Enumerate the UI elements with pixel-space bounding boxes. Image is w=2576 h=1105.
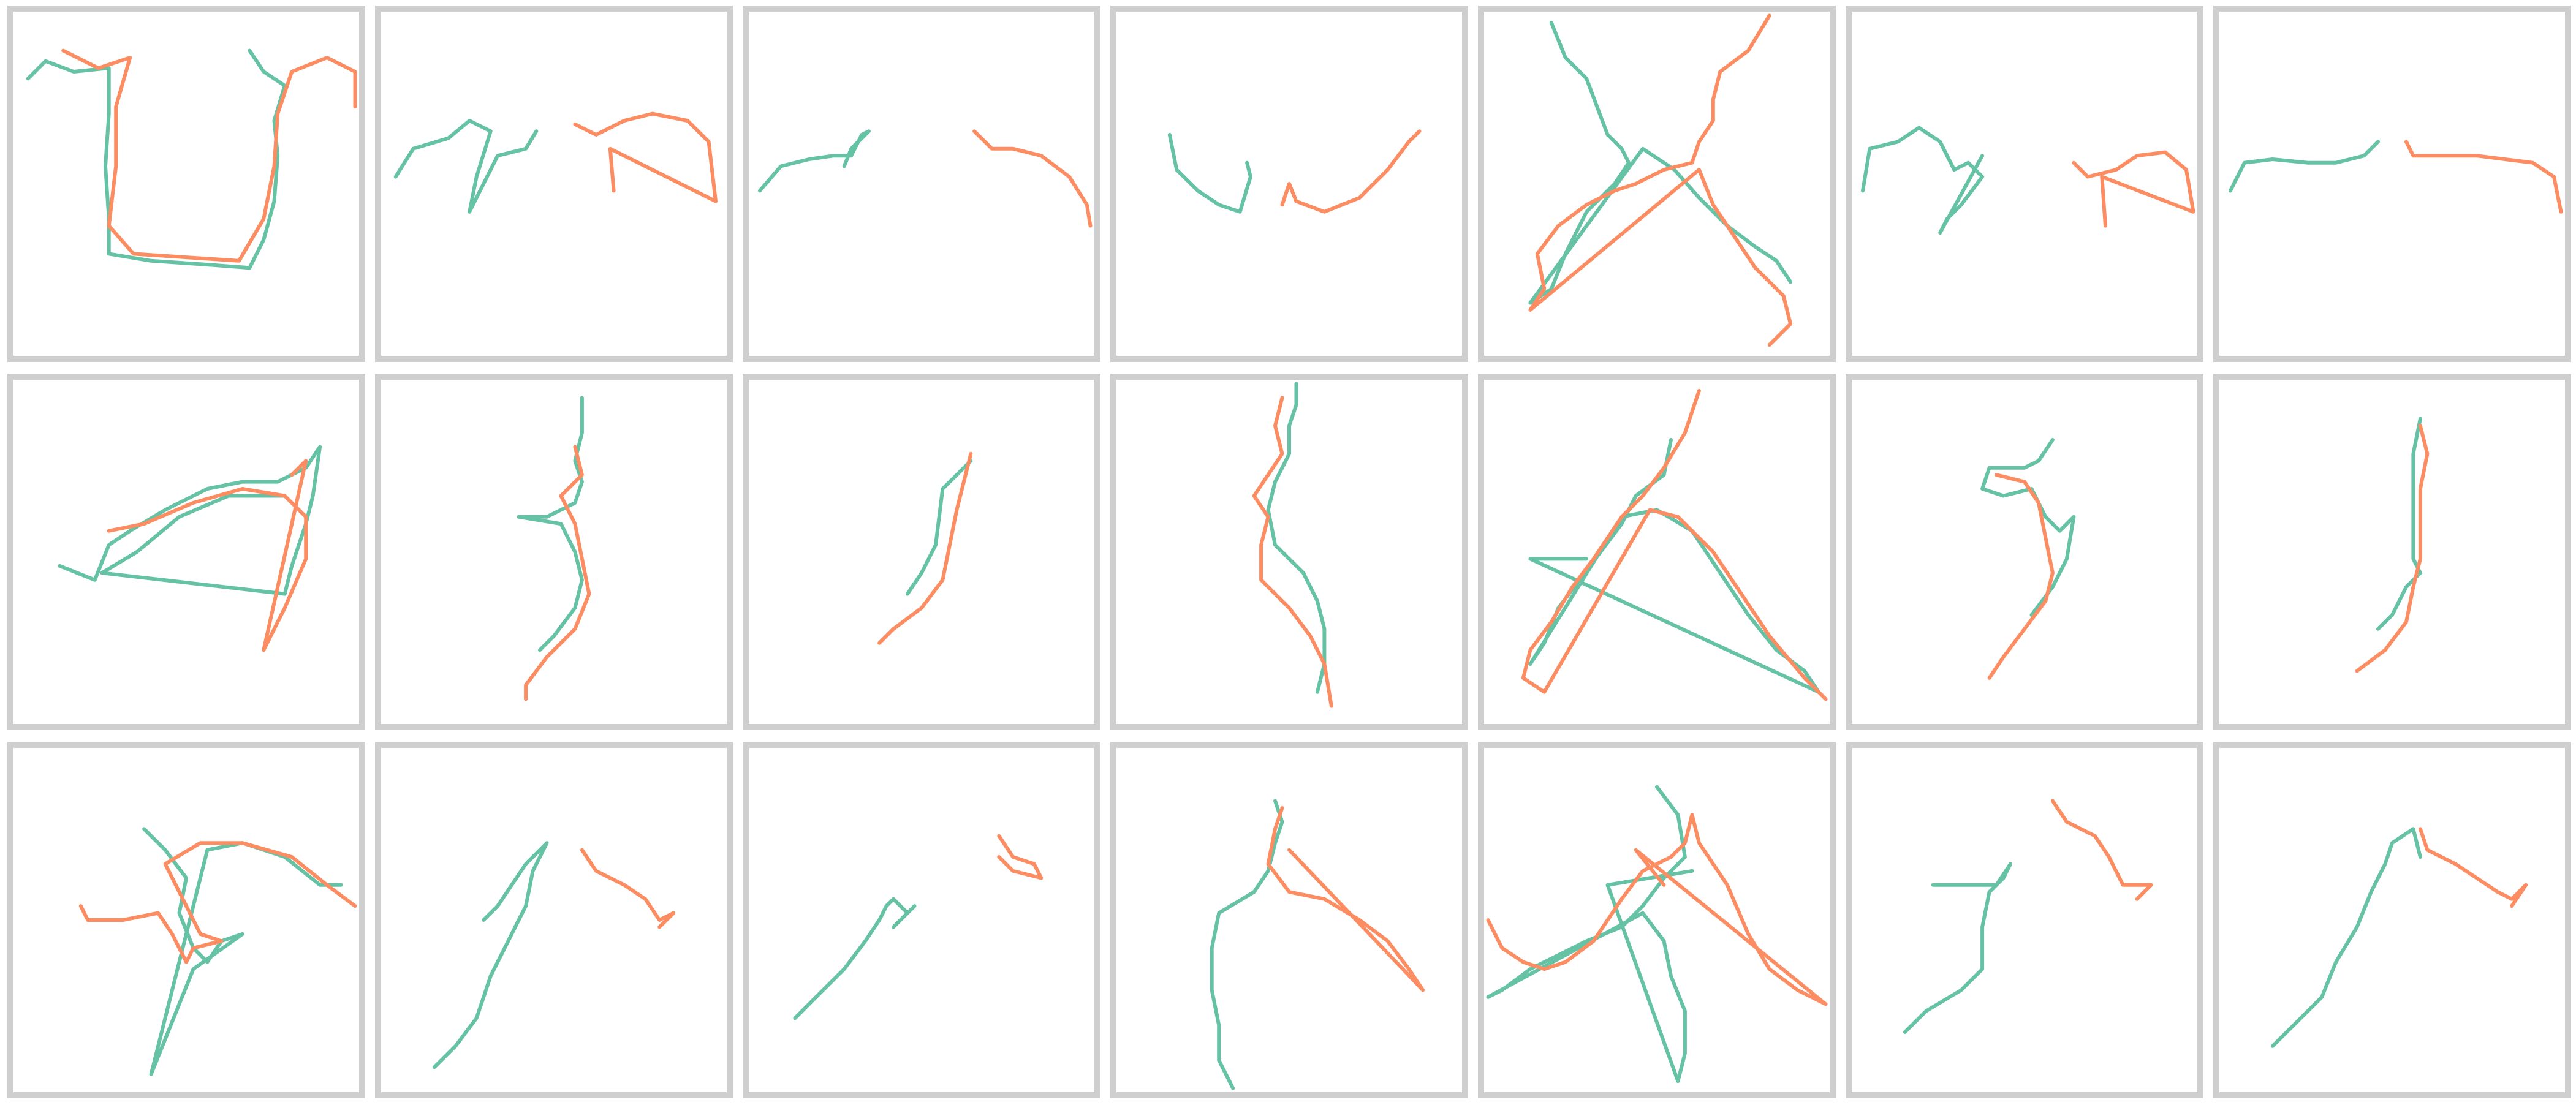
trajectory-orange [1252,396,1333,708]
trajectory-green [2270,827,2422,1048]
trajectory-green [2229,140,2380,193]
trajectory-green [1861,126,1985,235]
panel-frame [2213,6,2571,362]
trajectory-green [1980,438,2076,617]
trajectory-orange [877,451,973,645]
trajectory-orange [524,445,591,701]
trajectory-panel [1110,742,1468,1098]
panel-frame [743,374,1100,730]
trajectory-panel [743,374,1100,730]
trajectory-orange [1486,813,1828,1006]
panel-frame [1846,742,2203,1098]
trajectory-green [517,396,584,652]
trajectory-panel [2213,6,2571,362]
trajectory-green [58,445,322,596]
panel-frame [7,374,365,730]
trajectory-panel [2213,374,2571,730]
trajectory-orange [972,129,1093,228]
panel-frame [375,374,733,730]
trajectory-panel [1478,374,1836,730]
trajectory-orange [997,834,1044,880]
trajectory-green [906,459,973,596]
trajectory-green [393,119,539,214]
trajectory-panel [1110,374,1468,730]
panel-frame [2213,742,2571,1098]
panel-frame [743,742,1100,1098]
panel-frame [7,742,365,1098]
trajectory-orange [573,111,718,203]
trajectory-orange [1987,473,2055,680]
trajectory-orange [1521,388,1828,701]
trajectory-green [1486,785,1694,1084]
panel-frame [375,742,733,1098]
trajectory-panel [1846,374,2203,730]
trajectory-green [1210,799,1284,1090]
trajectory-green [1167,132,1252,214]
trajectory-orange [2355,424,2430,673]
trajectory-orange [2072,150,2195,228]
trajectory-orange [580,848,676,929]
panel-frame [1846,6,2203,362]
panel-frame [1110,374,1468,730]
trajectory-green [1903,862,2012,1034]
trajectory-orange [1528,13,1793,347]
panel-frame [7,6,365,362]
trajectory-panel [1478,6,1836,362]
trajectory-panel [7,374,365,730]
trajectory-panel [743,6,1100,362]
trajectory-green [1266,382,1327,694]
panel-frame [743,6,1100,362]
trajectory-panel [7,6,365,362]
trajectory-panel [7,742,365,1098]
trajectory-panel [1846,742,2203,1098]
trajectory-orange [2404,140,2563,214]
trajectory-green [758,129,871,193]
trajectory-panel [1846,6,2203,362]
panel-frame [375,6,733,362]
trajectory-green [432,841,549,1069]
trajectory-orange [61,48,357,263]
panel-frame [1478,742,1836,1098]
trajectory-panel [2213,742,2571,1098]
trajectory-panel [375,742,733,1098]
panel-frame [1110,742,1468,1098]
trajectory-orange [107,459,308,652]
panel-frame [2213,374,2571,730]
trajectory-panel [1110,6,1468,362]
trajectory-green [793,897,917,1020]
trajectory-orange [1280,129,1422,214]
trajectory-orange [1266,806,1425,992]
panel-frame [1478,374,1836,730]
trajectory-panel [743,742,1100,1098]
trajectory-orange [2418,827,2528,908]
trajectory-green [2376,417,2422,631]
trajectory-orange [78,841,357,964]
trajectory-orange [2050,799,2153,901]
trajectory-panel [375,374,733,730]
trajectory-panel [1478,742,1836,1098]
trajectory-panel [375,6,733,362]
panel-frame [1846,374,2203,730]
